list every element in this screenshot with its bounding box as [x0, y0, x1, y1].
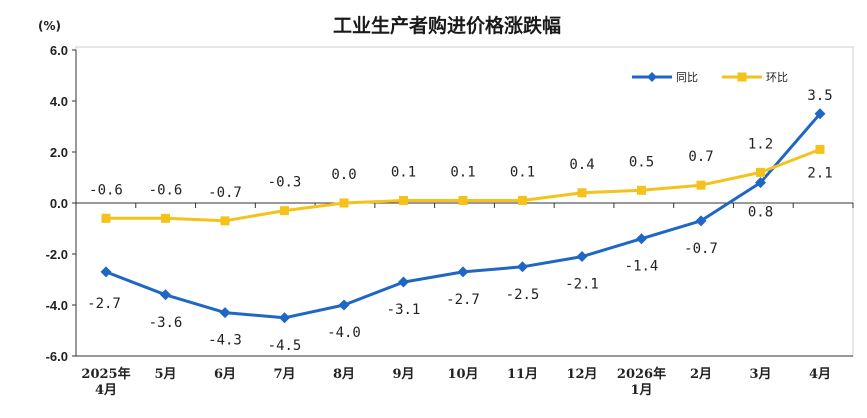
data-point-mom	[458, 195, 468, 205]
data-label-yoy: -0.7	[684, 241, 718, 257]
data-point-mom	[637, 185, 646, 195]
y-tick-label: -4.0	[46, 298, 68, 313]
x-tick-label: 4月	[809, 367, 831, 382]
y-tick-label: 6.0	[50, 43, 68, 58]
legend-label-mom: 环比	[766, 71, 788, 84]
data-point-yoy	[814, 108, 826, 120]
data-label-yoy: -4.3	[208, 333, 242, 349]
data-point-yoy	[517, 261, 528, 273]
x-tick-label: 12月	[566, 367, 597, 382]
data-label-yoy: -3.6	[149, 315, 183, 331]
data-point-mom	[339, 198, 349, 208]
data-label-mom: 0.1	[510, 164, 535, 180]
data-label-yoy: 0.8	[748, 205, 773, 221]
data-label-mom: 0.7	[688, 149, 713, 165]
data-point-yoy	[636, 233, 647, 245]
data-point-mom	[101, 213, 111, 223]
y-tick-label: 4.0	[50, 94, 68, 109]
data-label-mom: 0.0	[331, 167, 356, 183]
data-label-mom: 0.4	[569, 157, 594, 173]
legend-marker-yoy	[647, 72, 657, 82]
data-point-yoy	[338, 299, 350, 311]
x-tick-label: 9月	[392, 367, 414, 382]
data-label-mom: -0.6	[149, 182, 183, 198]
data-label-yoy: -2.1	[565, 277, 599, 293]
y-axis-unit: (%)	[38, 19, 61, 33]
data-point-yoy	[398, 276, 409, 288]
data-label-yoy: 3.5	[807, 88, 832, 104]
data-label-mom: 1.2	[748, 136, 773, 152]
x-tick-label: 8月	[333, 367, 355, 382]
series-layer	[100, 108, 826, 324]
legend: 同比 环比	[632, 71, 788, 84]
data-point-mom	[280, 206, 289, 216]
x-tick-label: 2月	[690, 367, 712, 382]
data-point-yoy	[457, 266, 469, 278]
data-point-mom	[696, 180, 706, 190]
data-label-mom: 0.1	[450, 164, 475, 180]
x-tick-label: 10月	[447, 367, 478, 382]
chart-title: 工业生产者购进价格涨跌幅	[333, 14, 561, 37]
data-label-mom: -0.3	[268, 175, 302, 191]
data-point-yoy	[695, 215, 707, 227]
data-label-mom: -0.6	[89, 182, 123, 198]
data-point-yoy	[219, 307, 231, 319]
data-label-yoy: -2.5	[506, 287, 540, 303]
data-label-yoy: -4.5	[268, 338, 302, 354]
data-label-mom: 2.1	[807, 165, 832, 181]
data-point-mom	[815, 144, 825, 154]
data-label-mom: 0.1	[391, 164, 416, 180]
y-tick-label: 2.0	[50, 145, 68, 160]
y-tick-label: 0.0	[50, 196, 68, 211]
data-point-mom	[161, 213, 170, 223]
data-point-yoy	[160, 289, 171, 301]
x-tick-label: 2025年 4月	[81, 366, 130, 398]
legend-label-yoy: 同比	[676, 71, 698, 84]
x-tick-label: 6月	[214, 367, 236, 382]
data-point-yoy	[279, 312, 290, 324]
data-point-mom	[577, 188, 587, 198]
y-tick-label: -2.0	[46, 247, 68, 262]
y-tick-label: -6.0	[46, 349, 68, 364]
data-label-yoy: -3.1	[387, 302, 421, 318]
data-point-mom	[756, 167, 765, 177]
y-axis: 6.0 4.0 2.0 0.0 -2.0 -4.0 -6.0	[46, 43, 77, 364]
data-point-mom	[220, 216, 230, 226]
data-label-yoy: -1.4	[625, 259, 659, 275]
data-point-yoy	[755, 177, 766, 189]
data-label-yoy: -2.7	[87, 296, 121, 312]
x-tick-label: 5月	[154, 367, 176, 382]
data-labels: -2.7 -3.6 -4.3 -4.5 -4.0 -3.1 -2.7 -2.5 -2.1 -1.4…	[87, 88, 833, 354]
x-tick-label: 3月	[749, 367, 771, 382]
data-point-yoy	[576, 251, 588, 263]
x-tick-label: 7月	[273, 367, 295, 382]
data-label-yoy: -4.0	[327, 325, 361, 341]
data-label-mom: 0.5	[629, 154, 654, 170]
x-tick-label: 11月	[507, 367, 538, 382]
data-point-mom	[518, 195, 527, 205]
x-tick-label: 2026年 1月	[617, 366, 666, 398]
data-label-yoy: -2.7	[446, 292, 480, 308]
legend-marker-mom	[737, 72, 747, 82]
data-point-mom	[399, 195, 408, 205]
data-point-yoy	[100, 266, 112, 278]
data-label-mom: -0.7	[208, 185, 242, 201]
